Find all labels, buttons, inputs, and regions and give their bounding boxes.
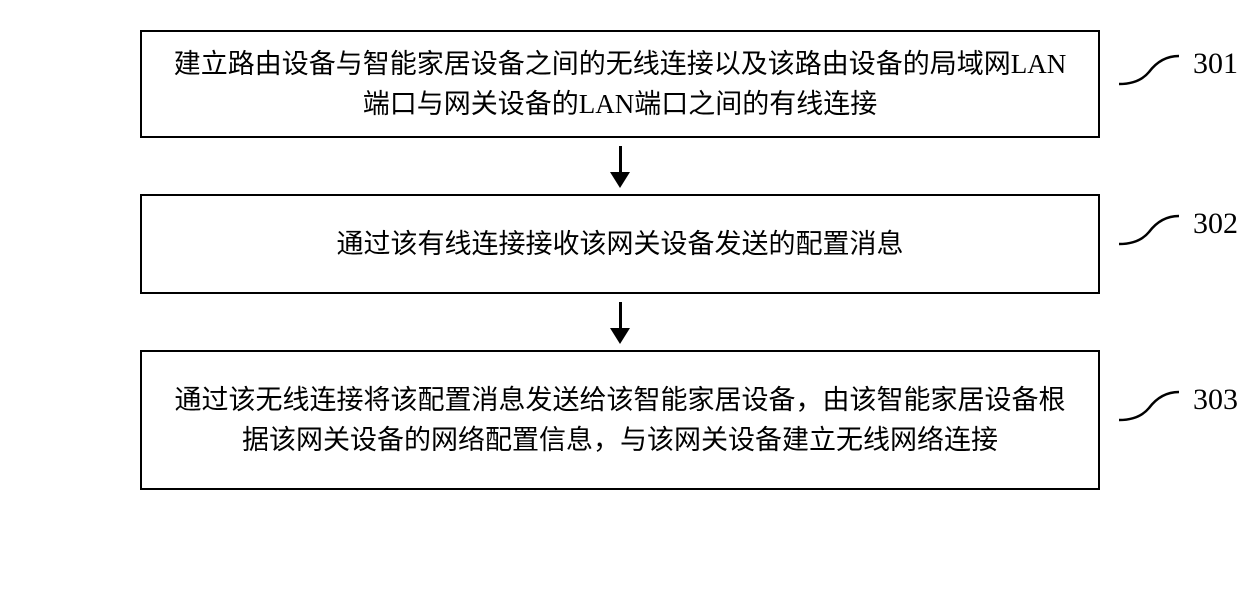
flowchart-step-3: 通过该无线连接将该配置消息发送给该智能家居设备，由该智能家居设备根据该网关设备的… [140, 350, 1100, 490]
flowchart-container: 建立路由设备与智能家居设备之间的无线连接以及该路由设备的局域网LAN端口与网关设… [60, 30, 1180, 490]
arrow-line-icon [619, 146, 622, 174]
label-connector-1: 301 [1119, 54, 1238, 114]
flowchart-step-1: 建立路由设备与智能家居设备之间的无线连接以及该路由设备的局域网LAN端口与网关设… [140, 30, 1100, 138]
label-connector-3: 303 [1119, 390, 1238, 450]
label-connector-2: 302 [1119, 214, 1238, 274]
curve-icon [1119, 214, 1189, 274]
step-3-text: 通过该无线连接将该配置消息发送给该智能家居设备，由该智能家居设备根据该网关设备的… [170, 380, 1070, 461]
curve-icon [1119, 390, 1189, 450]
flowchart-step-2: 通过该有线连接接收该网关设备发送的配置消息 302 [140, 194, 1100, 294]
arrow-head-icon [610, 328, 630, 344]
step-1-text: 建立路由设备与智能家居设备之间的无线连接以及该路由设备的局域网LAN端口与网关设… [170, 44, 1070, 125]
step-3-label: 303 [1193, 383, 1238, 417]
step-1-label: 301 [1193, 47, 1238, 81]
step-2-label: 302 [1193, 207, 1238, 241]
curve-icon [1119, 54, 1189, 114]
arrow-line-icon [619, 302, 622, 330]
step-2-text: 通过该有线连接接收该网关设备发送的配置消息 [337, 224, 904, 265]
arrow-head-icon [610, 172, 630, 188]
